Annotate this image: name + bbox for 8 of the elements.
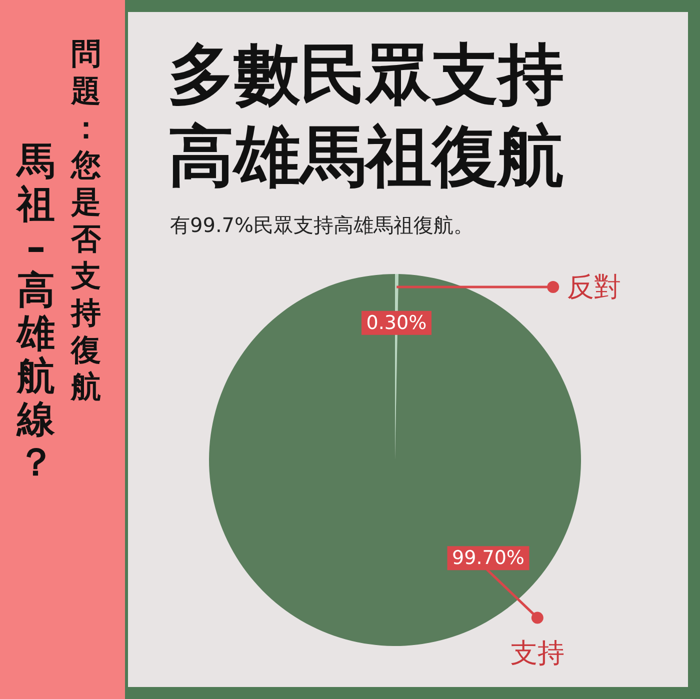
text: 馬祖–高雄航線？	[15, 139, 56, 484]
slice-label: 支持	[510, 638, 564, 669]
data-label: 0.30%	[366, 312, 427, 334]
data-label: 99.70%	[452, 547, 524, 570]
slice-label: 反對	[567, 272, 622, 304]
chart-title: 多數民眾支持高雄馬祖復航	[168, 35, 565, 197]
text: 問題：您是否支持復航	[71, 37, 101, 405]
chart-subtitle: 有99.7%民眾支持高雄馬祖復航。	[170, 212, 474, 239]
